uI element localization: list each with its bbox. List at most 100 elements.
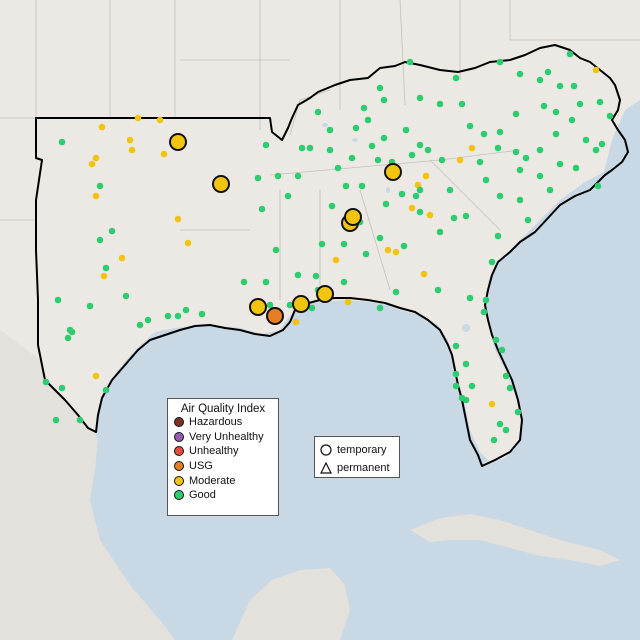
monitor-marker[interactable] (488, 258, 496, 266)
monitor-marker[interactable] (536, 146, 544, 154)
monitor-marker[interactable] (68, 328, 76, 336)
monitor-marker[interactable] (92, 154, 100, 162)
monitor-marker[interactable] (408, 204, 416, 212)
monitor-marker[interactable] (122, 292, 130, 300)
monitor-marker[interactable] (184, 239, 192, 247)
monitor-marker[interactable] (512, 110, 520, 118)
monitor-marker[interactable] (128, 146, 136, 154)
monitor-marker[interactable] (312, 272, 320, 280)
monitor-marker[interactable] (476, 158, 484, 166)
monitor-marker[interactable] (556, 82, 564, 90)
monitor-marker[interactable] (160, 150, 168, 158)
monitor-marker[interactable] (566, 50, 574, 58)
monitor-marker[interactable] (398, 190, 406, 198)
monitor-marker[interactable] (492, 336, 500, 344)
highlighted-monitor-marker[interactable] (266, 307, 284, 325)
highlighted-monitors[interactable] (169, 133, 402, 325)
monitor-marker[interactable] (360, 104, 368, 112)
monitor-marker[interactable] (392, 248, 400, 256)
monitor-marker[interactable] (314, 108, 322, 116)
monitor-marker[interactable] (446, 186, 454, 194)
monitor-marker[interactable] (416, 186, 424, 194)
monitor-marker[interactable] (594, 182, 602, 190)
monitor-marker[interactable] (482, 176, 490, 184)
monitor-marker[interactable] (376, 84, 384, 92)
monitor-marker[interactable] (546, 186, 554, 194)
monitor-marker[interactable] (406, 58, 414, 66)
monitor-marker[interactable] (272, 246, 280, 254)
monitor-marker[interactable] (198, 310, 206, 318)
monitor-marker[interactable] (516, 196, 524, 204)
monitor-marker[interactable] (292, 318, 300, 326)
highlighted-monitor-marker[interactable] (292, 295, 310, 313)
monitor-marker[interactable] (156, 116, 164, 124)
monitor-marker[interactable] (96, 236, 104, 244)
monitor-marker[interactable] (468, 382, 476, 390)
monitor-marker[interactable] (334, 164, 342, 172)
monitor-marker[interactable] (102, 386, 110, 394)
monitor-marker[interactable] (352, 124, 360, 132)
monitor-marker[interactable] (434, 286, 442, 294)
monitor-marker[interactable] (380, 96, 388, 104)
monitor-marker[interactable] (348, 154, 356, 162)
monitor-marker[interactable] (144, 316, 152, 324)
monitor-marker[interactable] (426, 211, 434, 219)
monitor-marker[interactable] (514, 408, 522, 416)
monitor-marker[interactable] (134, 114, 142, 122)
monitor-marker[interactable] (308, 304, 316, 312)
monitor-marker[interactable] (136, 321, 144, 329)
monitor-marker[interactable] (556, 160, 564, 168)
monitor-marker[interactable] (294, 271, 302, 279)
monitor-marker[interactable] (332, 256, 340, 264)
monitor-marker[interactable] (544, 68, 552, 76)
monitor-marker[interactable] (344, 298, 352, 306)
monitor-marker[interactable] (536, 76, 544, 84)
monitor-marker[interactable] (76, 416, 84, 424)
monitor-marker[interactable] (496, 192, 504, 200)
monitor-marker[interactable] (420, 270, 428, 278)
monitor-marker[interactable] (516, 70, 524, 78)
monitor-marker[interactable] (424, 146, 432, 154)
monitor-marker[interactable] (416, 141, 424, 149)
monitor-marker[interactable] (592, 146, 600, 154)
monitor-marker[interactable] (494, 232, 502, 240)
monitor-marker[interactable] (438, 156, 446, 164)
monitor-marker[interactable] (342, 182, 350, 190)
monitor-marker[interactable] (374, 156, 382, 164)
monitor-marker[interactable] (512, 148, 520, 156)
monitor-marker[interactable] (552, 108, 560, 116)
highlighted-monitor-marker[interactable] (249, 298, 267, 316)
monitor-marker[interactable] (96, 182, 104, 190)
monitor-marker[interactable] (392, 288, 400, 296)
monitor-marker[interactable] (490, 436, 498, 444)
monitor-marker[interactable] (502, 372, 510, 380)
monitor-marker[interactable] (498, 346, 506, 354)
monitor-marker[interactable] (182, 306, 190, 314)
monitor-marker[interactable] (488, 400, 496, 408)
monitor-marker[interactable] (92, 192, 100, 200)
monitor-marker[interactable] (298, 144, 306, 152)
monitor-marker[interactable] (480, 308, 488, 316)
monitor-marker[interactable] (118, 254, 126, 262)
monitor-marker[interactable] (58, 384, 66, 392)
monitor-marker[interactable] (326, 126, 334, 134)
highlighted-monitor-marker[interactable] (212, 175, 230, 193)
monitor-marker[interactable] (108, 227, 116, 235)
monitor-marker[interactable] (362, 250, 370, 258)
monitor-marker[interactable] (126, 136, 134, 144)
monitor-marker[interactable] (382, 200, 390, 208)
monitor-marker[interactable] (516, 166, 524, 174)
monitor-marker[interactable] (400, 242, 408, 250)
monitor-marker[interactable] (416, 94, 424, 102)
monitor-marker[interactable] (376, 304, 384, 312)
monitor-marker[interactable] (326, 146, 334, 154)
monitor-marker[interactable] (52, 416, 60, 424)
monitor-marker[interactable] (506, 384, 514, 392)
monitor-marker[interactable] (582, 136, 590, 144)
monitor-marker[interactable] (58, 138, 66, 146)
monitor-marker[interactable] (456, 156, 464, 164)
monitor-marker[interactable] (570, 82, 578, 90)
monitor-marker[interactable] (254, 174, 262, 182)
monitor-marker[interactable] (408, 151, 416, 159)
highlighted-monitor-marker[interactable] (344, 208, 362, 226)
